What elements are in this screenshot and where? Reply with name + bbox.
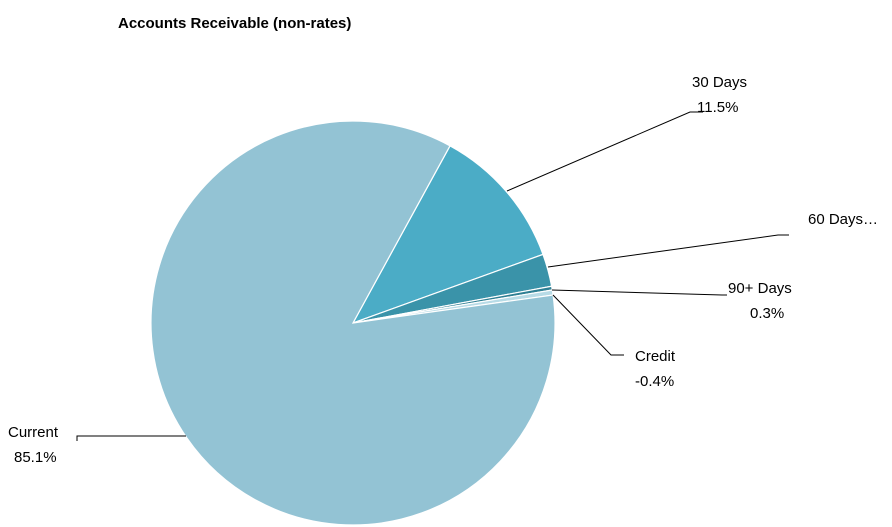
pie-slices [150, 120, 556, 526]
label-30-days-value: 11.5% [697, 99, 738, 116]
label-credit-value: -0.4% [635, 373, 674, 390]
label-current-value: 85.1% [14, 449, 57, 466]
leader-current [76, 435, 186, 441]
pie-slice-current [150, 120, 556, 526]
label-60-days-name: 60 Days… [808, 211, 878, 228]
leader-60-days [547, 234, 789, 268]
label-90-days-value: 0.3% [750, 305, 784, 322]
label-90-days-name: 90+ Days [728, 280, 792, 297]
label-30-days-name: 30 Days [692, 74, 747, 91]
leader-30-days [506, 111, 703, 192]
leader-credit [552, 294, 624, 356]
label-current-name: Current [8, 424, 59, 441]
label-credit-name: Credit [635, 348, 676, 365]
pie-slice-30-days [351, 145, 544, 325]
leader-90-days [551, 289, 727, 296]
leader-lines [76, 111, 789, 441]
chart-title: Accounts Receivable (non-rates) [118, 15, 351, 32]
